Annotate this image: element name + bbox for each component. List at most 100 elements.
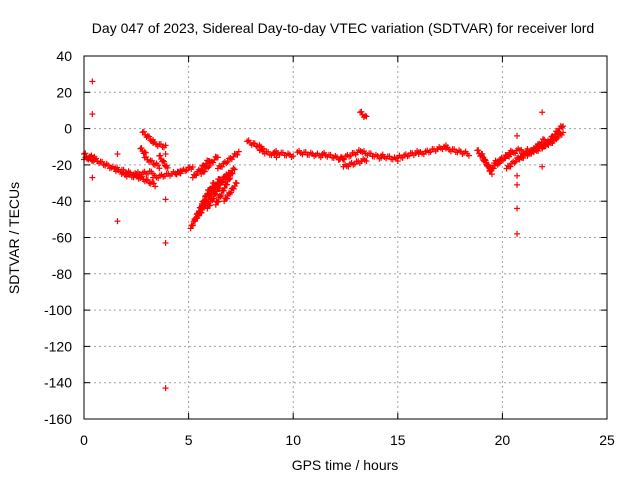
grid-layer	[84, 56, 607, 419]
data-point	[518, 146, 525, 153]
x-tick-label: 25	[599, 432, 615, 448]
outlier-point	[539, 163, 546, 170]
data-point	[363, 113, 370, 120]
data-point	[465, 152, 472, 159]
data-point	[138, 145, 145, 152]
outlier-point	[539, 109, 546, 116]
data-point	[231, 166, 238, 173]
outlier-point	[162, 196, 169, 203]
data-point	[507, 163, 514, 170]
data-point	[488, 171, 495, 178]
data-point	[549, 139, 556, 146]
data-point	[524, 145, 531, 152]
data-point	[218, 191, 225, 198]
y-axis-label: SDTVAR / TECUs	[6, 182, 22, 294]
data-point	[475, 147, 482, 154]
y-tick-label: -140	[44, 375, 72, 391]
outlier-point	[514, 172, 521, 179]
data-point	[144, 132, 151, 139]
outlier-point	[514, 132, 521, 139]
data-point	[554, 134, 561, 141]
data-point	[234, 151, 241, 158]
outlier-point	[89, 174, 96, 181]
data-point	[363, 158, 370, 165]
data-point	[146, 133, 153, 140]
y-tick-label: 20	[56, 84, 72, 100]
data-point	[220, 187, 227, 194]
x-tick-label: 10	[285, 432, 301, 448]
y-tick-label: 0	[64, 121, 72, 137]
data-point	[210, 159, 217, 166]
data-point	[347, 152, 354, 159]
data-point	[189, 222, 196, 229]
data-point	[224, 158, 231, 165]
data-point	[154, 162, 161, 169]
data-point	[546, 139, 553, 146]
data-point	[273, 154, 280, 161]
data-point	[164, 164, 171, 171]
data-point	[216, 162, 223, 169]
axis-ticks: -160 -140 -120 -100 -80 -60 -40 -20 0 20 40 0 5 10 15 2…	[44, 48, 615, 448]
data-point	[290, 153, 297, 160]
data-point	[148, 157, 155, 164]
data-point	[504, 162, 511, 169]
data-point	[511, 159, 518, 166]
y-tick-label: -20	[52, 157, 72, 173]
x-axis-label: GPS time / hours	[292, 457, 399, 473]
outlier-point	[89, 111, 96, 118]
data-point	[501, 155, 508, 162]
outlier-point	[514, 181, 521, 188]
data-point	[482, 157, 489, 164]
data-point	[152, 183, 159, 190]
x-tick-label: 15	[390, 432, 406, 448]
data-point	[183, 167, 190, 174]
data-point	[88, 157, 95, 164]
data-point	[230, 185, 237, 192]
outlier-point	[114, 218, 121, 225]
data-point	[227, 170, 234, 177]
outlier-point	[162, 151, 169, 158]
data-point	[481, 156, 488, 163]
data-point	[535, 147, 542, 154]
data-point	[140, 128, 147, 135]
data-point	[223, 181, 230, 188]
data-point	[358, 108, 365, 115]
chart-title: Day 047 of 2023, Sidereal Day-to-day VTE…	[92, 20, 594, 36]
data-point	[219, 163, 226, 170]
data-point	[488, 164, 495, 171]
y-tick-label: -40	[52, 193, 72, 209]
data-point	[214, 154, 221, 161]
data-point	[212, 191, 219, 198]
y-tick-label: -160	[44, 411, 72, 427]
data-point	[479, 150, 486, 157]
data-point	[251, 140, 258, 147]
data-point	[214, 183, 221, 190]
data-point	[542, 143, 549, 150]
y-tick-label: -100	[44, 302, 72, 318]
data-point	[210, 195, 217, 202]
data-point	[156, 165, 163, 172]
data-point	[517, 153, 524, 160]
data-point	[560, 129, 567, 136]
data-point	[198, 209, 205, 216]
data-point	[99, 158, 106, 165]
data-point	[520, 155, 527, 162]
data-point	[162, 142, 169, 149]
data-point	[224, 195, 231, 202]
data-point	[160, 158, 167, 165]
y-tick-label: -120	[44, 338, 72, 354]
data-point	[218, 179, 225, 186]
outlier-point	[162, 239, 169, 246]
data-point	[226, 176, 233, 183]
data-point	[219, 178, 226, 185]
data-point	[223, 160, 230, 167]
data-point	[150, 180, 157, 187]
outlier-point	[514, 230, 521, 237]
data-point	[157, 152, 164, 159]
y-tick-label: 40	[56, 48, 72, 64]
data-point	[560, 123, 567, 130]
data-point	[230, 165, 237, 172]
data-points	[81, 78, 567, 392]
data-point	[558, 124, 565, 131]
